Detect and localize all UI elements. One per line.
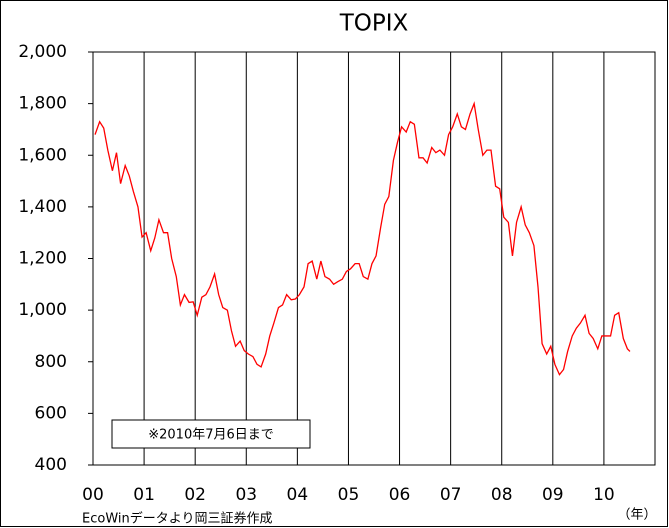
y-tick-label: 1,800 (18, 94, 67, 114)
y-tick-label: 400 (35, 455, 67, 475)
x-tick-label: 07 (440, 485, 462, 505)
line (94, 101, 631, 376)
x-unit: （年） (617, 508, 656, 523)
x-tick-label: 05 (338, 485, 360, 505)
x-tick-label: 01 (133, 485, 155, 505)
y-tick-label: 1,200 (18, 249, 67, 269)
y-tick-label: 600 (35, 403, 67, 423)
y-tick-label: 800 (35, 352, 67, 372)
source-note: EcoWinデータより岡三証券作成 (82, 511, 272, 527)
x-tick-label: 03 (235, 485, 257, 505)
x-tick-label: 10 (593, 485, 615, 505)
y-tick-label: 1,600 (18, 145, 67, 165)
y-tick-label: 1,400 (18, 197, 67, 217)
annotation-box (111, 419, 311, 449)
x-tick-label: 00 (82, 485, 104, 505)
y-tick-label: 1,000 (18, 300, 67, 320)
x-tick-label: 08 (491, 485, 513, 505)
x-tick-label: 09 (542, 485, 564, 505)
x-tick-label: 04 (287, 485, 309, 505)
x-tick-label: 02 (184, 485, 206, 505)
annotation: ※2010年7月6日まで (148, 428, 274, 443)
x-tick-label: 06 (389, 485, 411, 505)
y-tick-label: 2,000 (18, 42, 67, 62)
chart-title: TOPIX (339, 11, 409, 37)
